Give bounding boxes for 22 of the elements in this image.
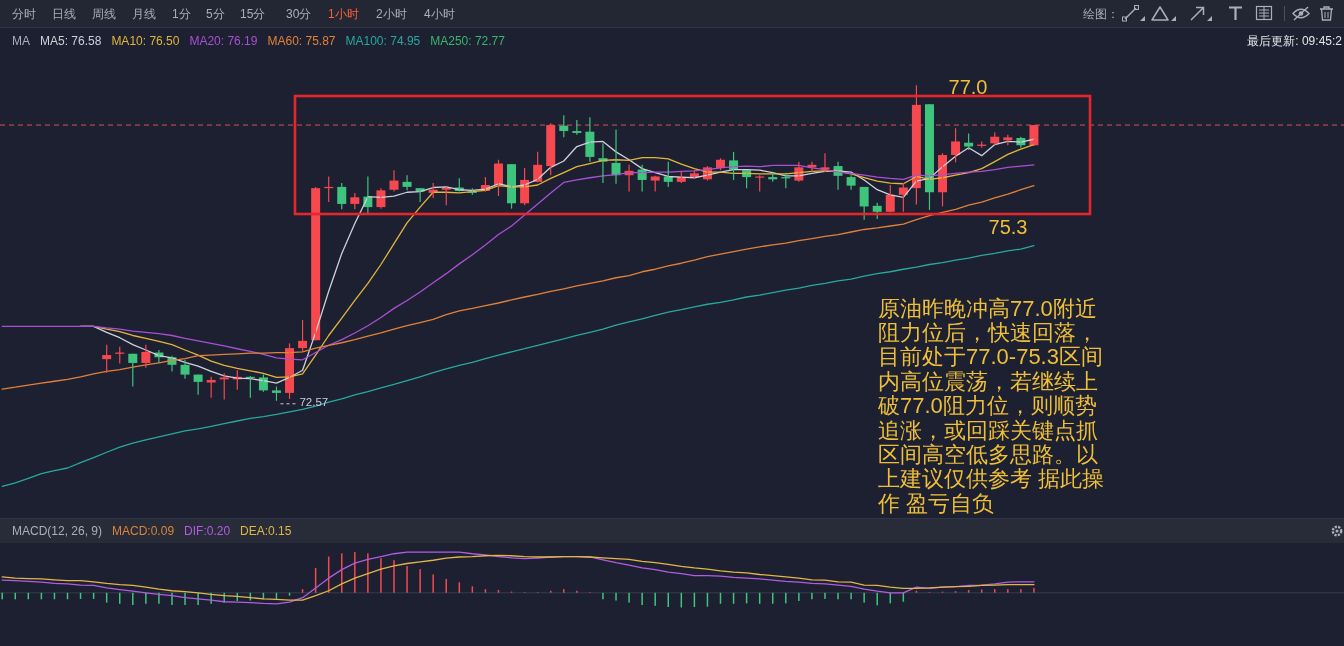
text: 月线 [132, 6, 156, 21]
text: 30分 [286, 6, 312, 21]
text: 分时 [12, 6, 36, 21]
marker-low: 72.57 [279, 396, 329, 409]
annotation: 72.57 [299, 396, 329, 409]
text: 5分 [206, 6, 225, 21]
text: 绘图： [1083, 6, 1119, 21]
text: 4小时 [424, 6, 455, 21]
text: 日线 [52, 6, 76, 21]
legend: MACD(12, 26, 9) MACD:0.09 DIF:0.20 DEA:0.15 [12, 524, 292, 538]
candlestick [206, 376, 216, 399]
annotation: 75.3 [988, 216, 1028, 238]
text: 1小时 [328, 6, 359, 21]
text: 最后更新: 09:45:2 [1247, 34, 1343, 48]
annotation: 77.0 [948, 76, 988, 98]
text: 15分 [240, 6, 266, 21]
text: 1分 [172, 6, 191, 21]
legend: MA MA5: 76.58 MA10: 76.50 MA20: 76.19 MA60: 75.87 MA100: 74.95 MA250: 72.77 [12, 34, 505, 48]
text: 2小时 [376, 6, 407, 21]
candlestick [219, 372, 229, 401]
text: 周线 [92, 6, 116, 21]
note: 原油昨晚冲高77.0附近阻力位后，快速回落，目前处于77.0-75.3区间内高位震荡，若继续上破77.0阻力位，则顺势追涨，或回踩关键点抓区间高空低多思路。以上建议仅供参考 据此操作 盈亏自负 [878, 295, 1105, 516]
